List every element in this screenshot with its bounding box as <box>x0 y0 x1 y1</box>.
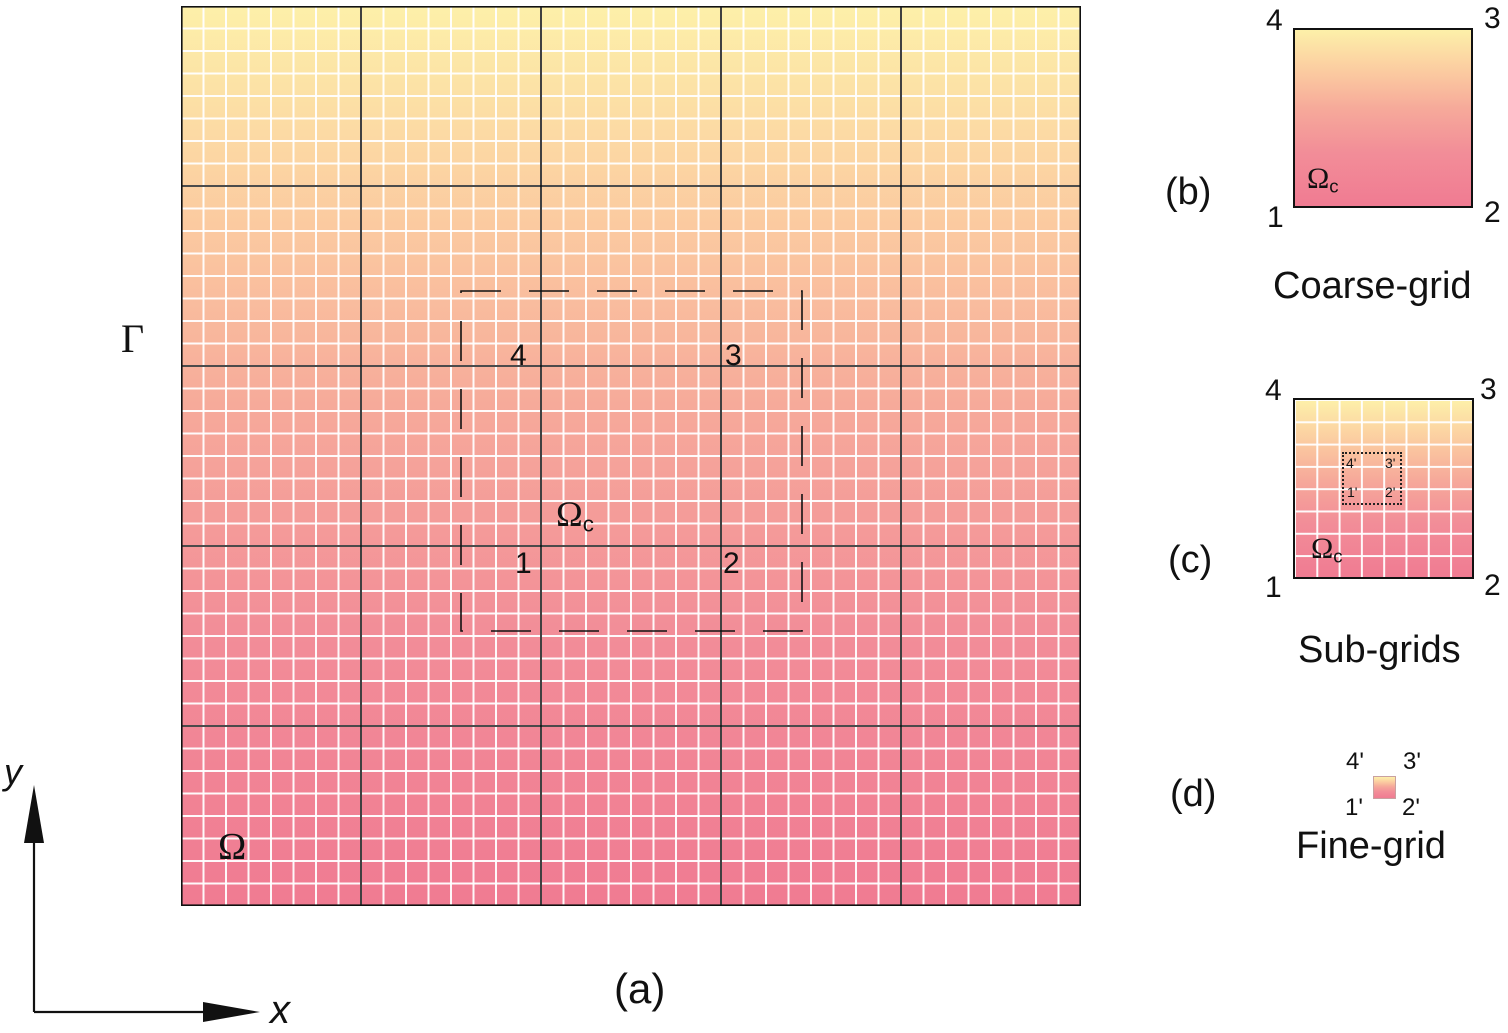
panel-c-label: (c) <box>1168 539 1213 581</box>
sub-node-1: 1 <box>1265 571 1282 604</box>
subdomain-omega-c: Ωc <box>556 494 594 537</box>
panel-a-label: (a) <box>614 965 666 1012</box>
x-axis-label: x <box>270 988 290 1032</box>
fine-cell-dotted-outline <box>1342 452 1402 505</box>
fine-grid <box>181 6 1081 906</box>
subdomain-dashed-outline <box>460 290 803 632</box>
panel-b-title: Coarse-grid <box>1273 265 1472 307</box>
sub-fine-node-1: 1' <box>1347 484 1358 500</box>
coarse-node-1: 1 <box>1267 201 1284 234</box>
coarse-omega-c: Ωc <box>1307 162 1339 197</box>
sub-grids-cell <box>1293 398 1474 579</box>
sub-fine-node-2: 2' <box>1385 484 1396 500</box>
fine-node-3: 3' <box>1403 748 1421 775</box>
coarse-node-2: 2 <box>1484 196 1501 229</box>
sub-node-2: 2 <box>1484 569 1501 602</box>
boundary-gamma-label: Γ <box>121 316 145 361</box>
sub-node-3: 3 <box>1480 373 1497 406</box>
fine-node-1: 1' <box>1345 794 1363 821</box>
y-axis-label: y <box>4 751 22 792</box>
fine-node-4: 4' <box>1346 748 1364 775</box>
sub-omega-c: Ωc <box>1311 532 1343 567</box>
coarse-node-4: 4 <box>1266 4 1283 37</box>
sub-grid-lines <box>1295 400 1472 577</box>
sub-fine-node-4: 4' <box>1346 455 1357 471</box>
domain-omega-label: Ω <box>218 826 247 868</box>
subdomain-node-1: 1 <box>515 547 532 580</box>
subdomain-node-2: 2 <box>723 547 740 580</box>
subdomain-node-4: 4 <box>510 339 527 372</box>
sub-node-4: 4 <box>1265 374 1282 407</box>
panel-c-title: Sub-grids <box>1298 629 1461 671</box>
fine-grid-cell <box>1373 776 1396 799</box>
coarse-grid-cell <box>1293 28 1473 208</box>
panel-d-label: (d) <box>1170 773 1217 815</box>
domain-omega <box>181 6 1081 906</box>
coarse-node-3: 3 <box>1484 2 1501 35</box>
subdomain-node-3: 3 <box>725 339 742 372</box>
coarse-grid <box>181 6 1081 906</box>
xy-axes <box>24 785 260 1022</box>
panel-b-label: (b) <box>1165 171 1212 213</box>
sub-fine-node-3: 3' <box>1385 455 1396 471</box>
fine-node-2: 2' <box>1402 794 1420 821</box>
panel-d-title: Fine-grid <box>1296 825 1446 867</box>
